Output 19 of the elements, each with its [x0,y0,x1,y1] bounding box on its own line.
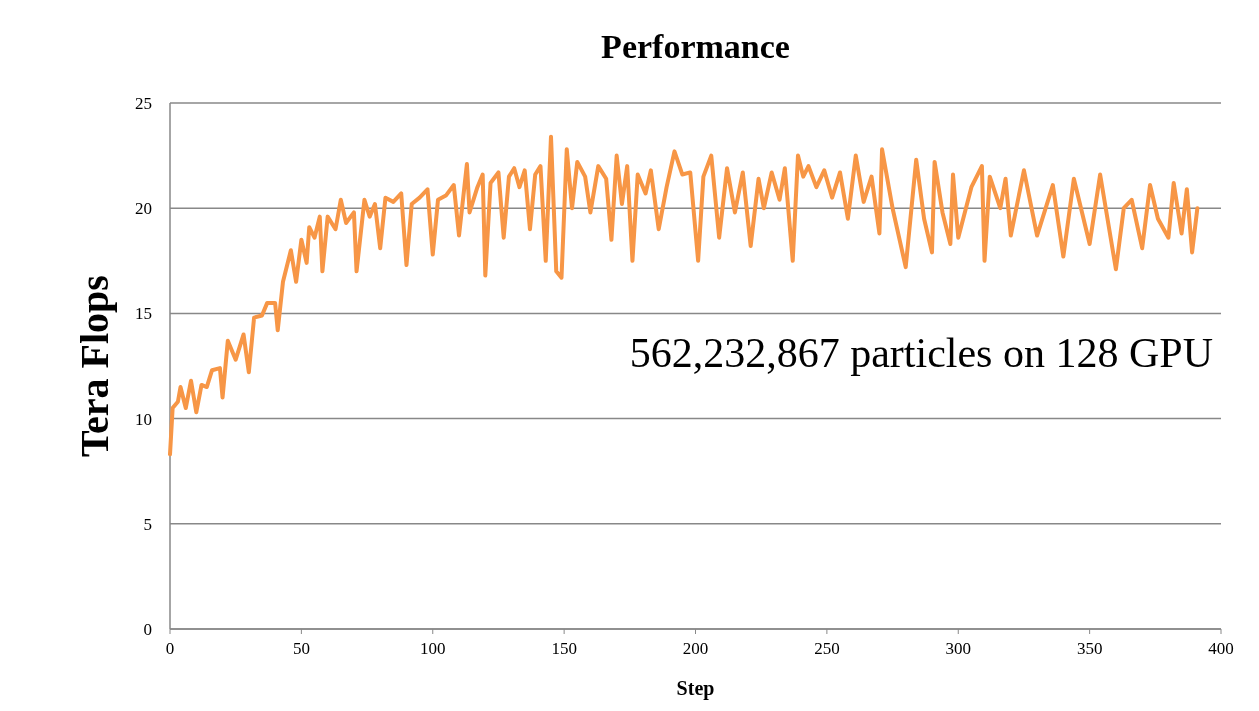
x-tick-label: 200 [682,639,709,658]
y-tick-label: 5 [143,514,152,534]
y-tick-label: 20 [135,199,152,219]
y-tick-label: 25 [135,94,152,113]
x-tick-label: 150 [551,639,577,658]
x-tick-label: 300 [945,639,971,658]
x-tick-label: 50 [292,639,310,658]
x-axis-title: Step [676,677,715,700]
annotation: 562,232,867 particles on 128 GPU [629,330,1213,377]
x-tick-label: 350 [1076,639,1103,658]
y-axis-title: Tera Flops [72,275,117,457]
y-tick-label: 10 [135,409,152,429]
y-tick-label: 15 [135,304,152,324]
x-tick-label: 250 [814,639,840,658]
x-tick-label: 0 [165,639,175,658]
x-tick-label: 100 [420,639,446,658]
chart-title: Performance [601,28,790,65]
y-tick-label: 0 [143,620,152,639]
x-tick-label: 400 [1208,639,1234,658]
